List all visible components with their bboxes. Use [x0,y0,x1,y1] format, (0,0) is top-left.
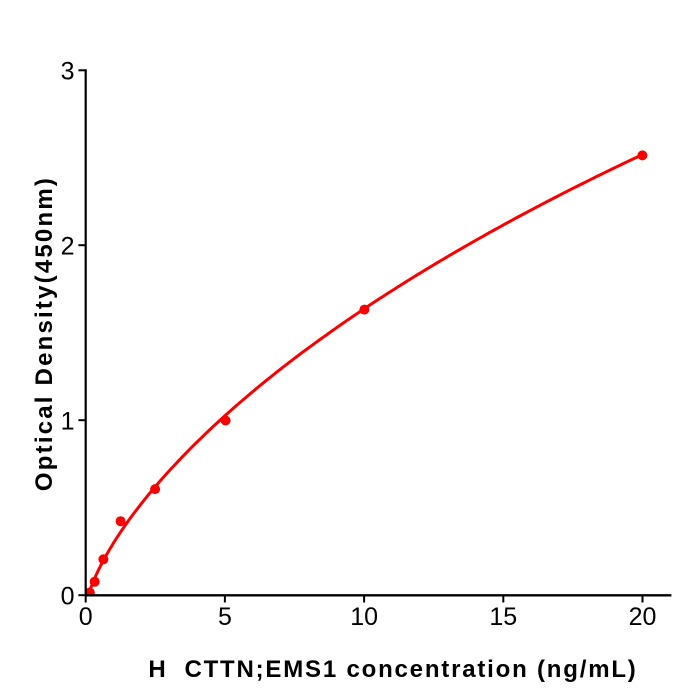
svg-text:0: 0 [79,603,93,631]
svg-text:20: 20 [629,603,657,631]
svg-text:15: 15 [489,603,517,631]
svg-text:10: 10 [350,603,378,631]
svg-text:0: 0 [61,582,75,610]
svg-text:Optical Density(450nm): Optical Density(450nm) [31,176,58,491]
svg-text:3: 3 [61,57,75,85]
svg-text:5: 5 [218,603,232,631]
svg-text:1: 1 [61,407,75,435]
svg-text:H CTTN;EMS1 concentration (ng: H CTTN;EMS1 concentration (ng/mL) [148,656,637,683]
svg-text:2: 2 [61,232,75,260]
